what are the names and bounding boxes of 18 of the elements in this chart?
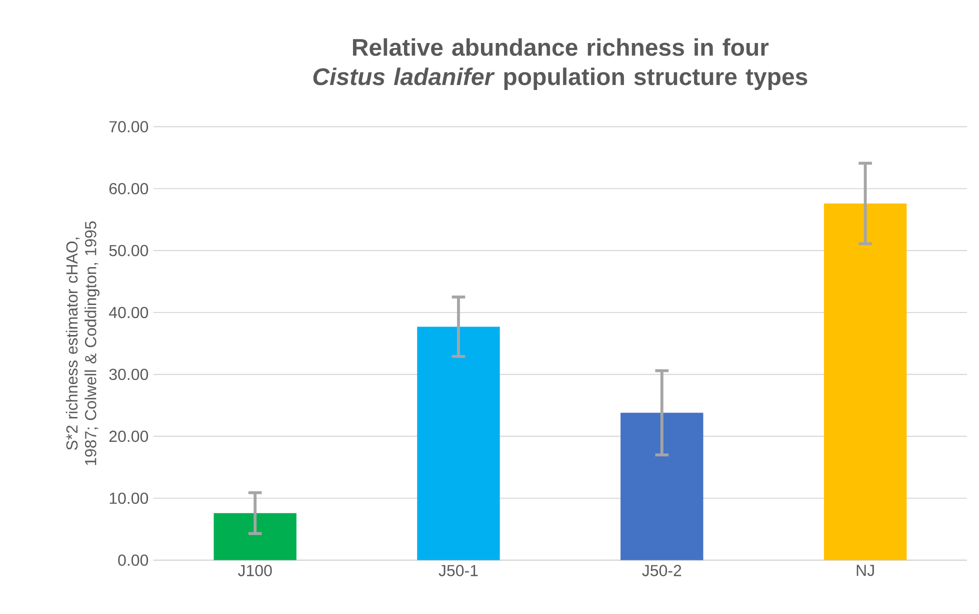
y-tick-label: 20.00 bbox=[109, 430, 148, 442]
x-tick-label: J50-1 bbox=[438, 565, 478, 576]
y-tick-label: 0.00 bbox=[118, 554, 148, 566]
bar bbox=[417, 326, 500, 560]
y-tick-label: 30.00 bbox=[109, 368, 148, 380]
y-tick-label: 60.00 bbox=[109, 183, 148, 195]
x-tick-label: J100 bbox=[238, 565, 272, 576]
y-axis-title: S*2 richness estimator cHAO, 1987; Colwell & Coddington, 1995 bbox=[66, 222, 100, 466]
bar bbox=[620, 413, 704, 560]
chart-title: Relative abundance richness in four Cistus ladanifer population structure types bbox=[313, 38, 808, 90]
x-tick-label: J50-2 bbox=[642, 565, 682, 576]
bar bbox=[214, 513, 296, 560]
bar bbox=[824, 204, 907, 560]
y-tick-label: 50.00 bbox=[109, 245, 148, 256]
y-tick-label: 40.00 bbox=[109, 307, 148, 318]
y-tick-label: 10.00 bbox=[110, 492, 148, 504]
x-tick-label: NJ bbox=[856, 565, 874, 576]
y-tick-label: 70.00 bbox=[109, 121, 148, 133]
